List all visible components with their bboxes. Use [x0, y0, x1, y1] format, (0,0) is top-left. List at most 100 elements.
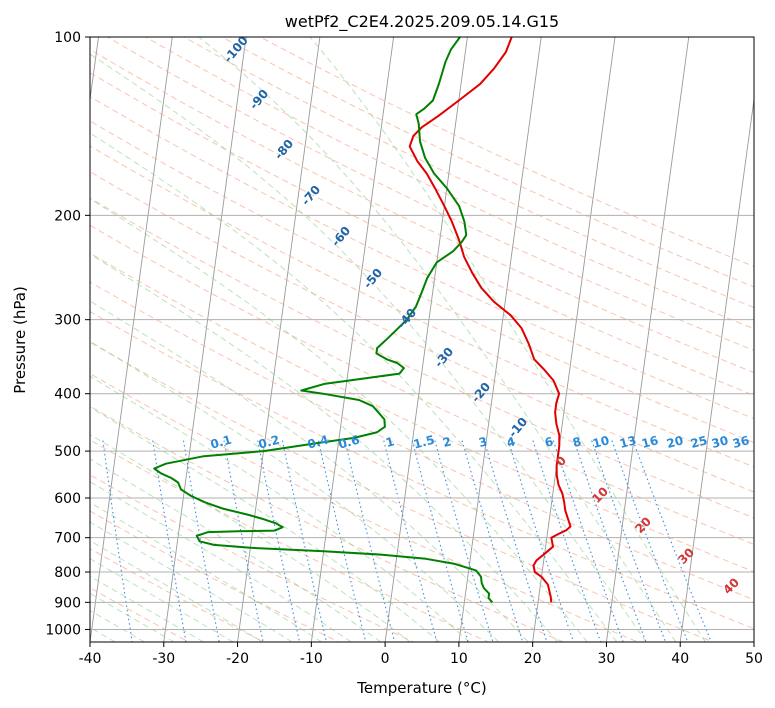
mixing-ratio-label: 25	[689, 433, 709, 451]
background-lines	[90, 37, 754, 642]
x-tick-label: 10	[450, 651, 468, 667]
y-tick-label: 100	[54, 30, 81, 46]
mixing-ratio-label: 0.2	[257, 433, 281, 452]
isotherm-line	[605, 37, 690, 642]
isotherm-line	[90, 37, 99, 103]
mixing-ratio-line	[182, 440, 220, 642]
moist-adiabat-line	[198, 37, 677, 642]
dry-adiabat-line	[90, 72, 754, 396]
dry-adiabat-line	[90, 439, 490, 642]
mixing-ratio-line	[611, 440, 689, 642]
moist-adiabat-line	[90, 198, 588, 642]
mixing-ratio-line	[552, 440, 624, 642]
dry-adiabat-line	[182, 37, 754, 309]
x-tick-label: 20	[524, 651, 542, 667]
moist-adiabat-line	[90, 521, 293, 642]
x-axis-title: Temperature (°C)	[356, 679, 486, 697]
mixing-ratio-line	[573, 440, 647, 642]
x-tick-label: 40	[671, 651, 689, 667]
mixing-ratio-label: 3	[477, 434, 489, 450]
x-tick-label: -10	[300, 651, 323, 667]
y-tick-label: 200	[54, 208, 81, 224]
dewpoint-profile-line	[153, 37, 494, 603]
mixing-ratio-line	[281, 440, 328, 642]
y-axis-title: Pressure (hPa)	[11, 286, 29, 394]
mixing-ratio-line	[257, 440, 301, 642]
isotherm-line	[163, 37, 247, 642]
y-tick-label: 1000	[45, 622, 81, 638]
mixing-ratio-label: 13	[618, 433, 638, 451]
moist-adiabat-line	[90, 481, 352, 642]
mixing-ratio-label: 6	[543, 434, 555, 450]
moist-adiabat-line	[90, 433, 411, 642]
mixing-ratio-label: 1	[384, 434, 396, 450]
isotherm-line	[237, 37, 321, 642]
x-tick-label: -30	[152, 651, 175, 667]
y-tick-label: 400	[54, 387, 81, 403]
mixing-ratio-line	[632, 440, 712, 642]
y-tick-label: 800	[54, 565, 81, 581]
mixing-ratio-line	[434, 440, 494, 642]
dry-adiabat-line	[90, 197, 754, 519]
mixing-ratio-label: 0.4	[306, 433, 330, 452]
isotherm-line	[384, 37, 468, 642]
isotherm-line	[310, 37, 395, 642]
dry-adiabat-line	[90, 281, 754, 601]
dry-adiabat-line	[90, 373, 640, 642]
mixing-ratio-label: 1.5	[412, 433, 436, 452]
x-tick-label: 50	[745, 651, 763, 667]
chart-title: wetPf2_C2E4.2025.209.05.14.G15	[285, 12, 559, 32]
mixing-ratio-line	[317, 440, 367, 642]
moist-adiabat-line	[90, 558, 234, 642]
y-tick-label: 300	[54, 313, 81, 329]
y-tick-label: 900	[54, 595, 81, 611]
mixing-ratio-line	[507, 440, 575, 642]
moist-adiabat-line	[90, 592, 175, 642]
dry-adiabat-line	[106, 37, 754, 352]
dry-adiabat-line	[90, 224, 754, 545]
pressure-gridlines	[90, 214, 754, 630]
x-tick-label: -20	[226, 651, 249, 667]
isotherm-line	[90, 37, 173, 642]
mixing-ratio-label: 36	[731, 433, 751, 451]
moist-adiabat-line	[309, 37, 706, 642]
x-tick-label: 30	[598, 651, 616, 667]
mixing-ratio-label: 4	[505, 434, 517, 450]
mixing-ratio-label: 10	[591, 433, 611, 451]
dry-adiabat-line	[90, 510, 340, 642]
mixing-ratio-label: 0.1	[209, 433, 233, 452]
moist-adiabat-line	[90, 53, 647, 642]
isotherm-line	[679, 96, 754, 642]
mixing-ratio-line	[532, 440, 602, 642]
mixing-ratio-label: 0.6	[337, 433, 361, 452]
mixing-ratio-line	[152, 440, 187, 642]
mixing-ratio-line	[461, 440, 524, 642]
profile-lines	[153, 37, 572, 603]
dry-adiabat-line	[144, 37, 754, 330]
mixing-ratio-label: 20	[665, 433, 685, 451]
dry-adiabat-line	[90, 311, 754, 630]
x-axis-ticks: -40 -30 -20 -10 0 10 20 30 40 50	[79, 642, 763, 667]
moist-adiabat-line	[90, 540, 263, 642]
x-tick-label: -40	[79, 651, 102, 667]
mixing-ratio-line	[411, 440, 469, 642]
moist-adiabat-line	[90, 300, 529, 642]
moist-adiabat-line	[90, 340, 500, 642]
dry-adiabat-line	[90, 48, 754, 374]
mixing-ratio-line	[344, 440, 396, 642]
moist-adiabat-line	[90, 375, 470, 642]
mixing-ratio-line	[483, 440, 548, 642]
isotherm-line	[458, 37, 542, 642]
plot-frame	[89, 36, 755, 643]
temperature-profile-line	[408, 37, 572, 603]
mixing-ratio-label: 2	[441, 434, 453, 450]
y-axis-ticks: 100 200 300 400 500 600 700 800 900 1000	[45, 30, 90, 638]
moist-adiabat-line	[90, 575, 204, 642]
y-tick-label: 500	[54, 444, 81, 460]
dry-adiabat-line	[90, 145, 754, 468]
background-line-labels: -100-90-80-70-60-50-40-30-20-10010203040…	[209, 37, 751, 597]
y-tick-label: 600	[54, 491, 81, 507]
mixing-ratio-label: 30	[710, 433, 730, 451]
